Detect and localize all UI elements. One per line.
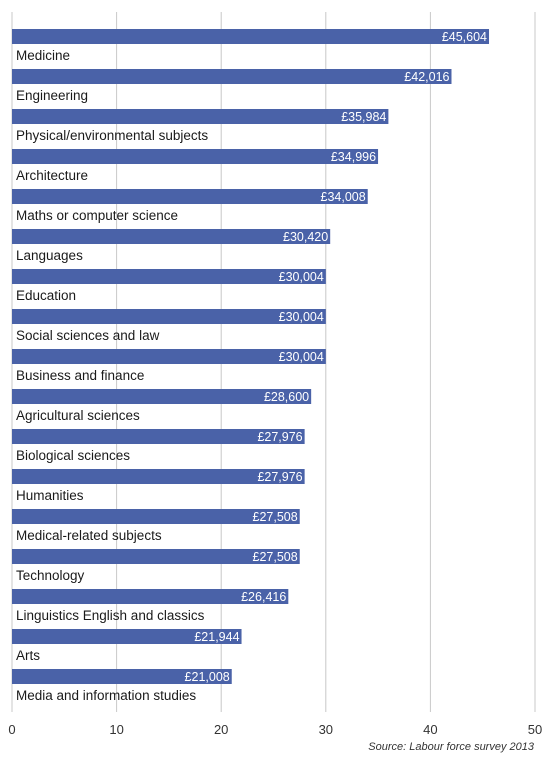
bar-value-label: £27,976	[257, 470, 302, 484]
bar-value-label: £34,996	[331, 150, 376, 164]
category-label: Languages	[16, 248, 83, 263]
bar-value-label: £21,944	[194, 630, 239, 644]
bar	[12, 629, 242, 644]
bar	[12, 69, 452, 84]
bar-value-label: £26,416	[241, 590, 286, 604]
bar	[12, 229, 331, 244]
category-label: Arts	[16, 648, 40, 663]
x-axis-ticks: 0 10 20 30 40 50	[8, 722, 542, 737]
bar-value-label: £35,984	[341, 110, 386, 124]
bar-value-label: £27,976	[257, 430, 302, 444]
bar-value-label: £27,508	[253, 510, 298, 524]
bar	[12, 509, 300, 524]
bar-value-label: £30,004	[279, 310, 324, 324]
category-label: Social sciences and law	[16, 328, 160, 343]
category-label: Business and finance	[16, 368, 144, 383]
bar-value-label: £28,600	[264, 390, 309, 404]
bar	[12, 589, 289, 604]
category-label: Engineering	[16, 88, 88, 103]
bars: £45,604 Medicine £42,016 Engineering £35,984…	[12, 29, 490, 703]
bar	[12, 549, 300, 564]
category-label: Biological sciences	[16, 448, 130, 463]
x-tick-label: 50	[528, 722, 542, 737]
x-tick-label: 40	[423, 722, 437, 737]
bar-value-label: £27,508	[253, 550, 298, 564]
bar	[12, 389, 312, 404]
category-label: Maths or computer science	[16, 208, 178, 223]
bar-value-label: £21,008	[185, 670, 230, 684]
bar-value-label: £34,008	[321, 190, 366, 204]
bar-value-label: £45,604	[442, 30, 487, 44]
bar	[12, 349, 326, 364]
bar	[12, 149, 379, 164]
x-tick-label: 0	[8, 722, 15, 737]
category-label: Medicine	[16, 48, 70, 63]
category-label: Technology	[16, 568, 85, 583]
bar	[12, 189, 368, 204]
source-note: Source: Labour force survey 2013	[368, 741, 534, 753]
category-label: Education	[16, 288, 76, 303]
category-label: Agricultural sciences	[16, 408, 140, 423]
category-label: Linguistics English and classics	[16, 608, 205, 623]
bar	[12, 29, 490, 44]
x-tick-label: 10	[109, 722, 123, 737]
category-label: Physical/environmental subjects	[16, 128, 208, 143]
bar	[12, 429, 305, 444]
bar	[12, 469, 305, 484]
x-tick-label: 30	[319, 722, 333, 737]
bar-value-label: £42,016	[404, 70, 449, 84]
bar	[12, 269, 326, 284]
bar	[12, 669, 232, 684]
bar-value-label: £30,420	[283, 230, 328, 244]
category-label: Humanities	[16, 488, 84, 503]
x-tick-label: 20	[214, 722, 228, 737]
bar	[12, 109, 389, 124]
bar-value-label: £30,004	[279, 350, 324, 364]
category-label: Media and information studies	[16, 688, 196, 703]
category-label: Architecture	[16, 168, 88, 183]
bar-value-label: £30,004	[279, 270, 324, 284]
category-label: Medical-related subjects	[16, 528, 162, 543]
bar	[12, 309, 326, 324]
